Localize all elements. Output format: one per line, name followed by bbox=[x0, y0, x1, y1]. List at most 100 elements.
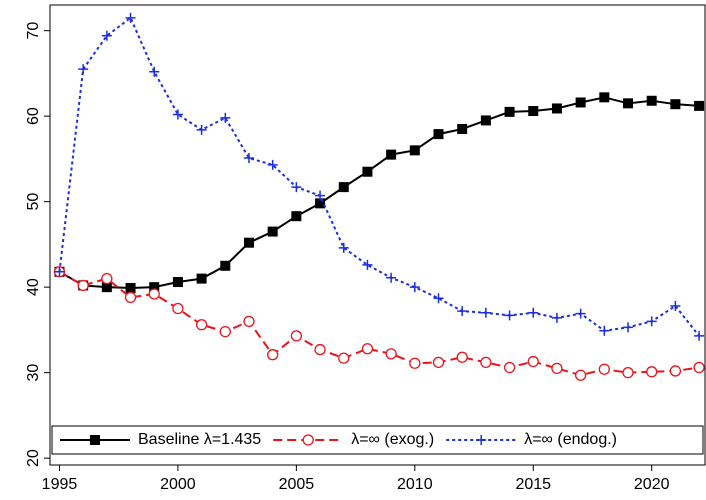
marker bbox=[599, 325, 610, 336]
marker bbox=[599, 92, 610, 103]
marker bbox=[476, 435, 487, 445]
marker bbox=[315, 190, 326, 201]
series-line bbox=[58, 16, 700, 337]
marker bbox=[338, 352, 350, 364]
marker bbox=[480, 356, 492, 369]
marker bbox=[219, 325, 231, 338]
marker bbox=[149, 66, 160, 77]
marker bbox=[551, 103, 562, 114]
legend: Baseline λ=1.435 λ=∞ (exog.) λ=∞ (endog.) bbox=[51, 425, 704, 455]
marker bbox=[646, 366, 658, 378]
plot-area bbox=[53, 12, 705, 381]
marker bbox=[693, 361, 705, 374]
marker bbox=[574, 369, 587, 381]
marker bbox=[409, 357, 421, 369]
marker bbox=[456, 351, 468, 363]
marker bbox=[291, 211, 302, 222]
marker bbox=[149, 282, 160, 293]
legend-label: λ=∞ (exog.) bbox=[351, 431, 434, 448]
x-tick-label: 2010 bbox=[397, 476, 433, 493]
marker bbox=[670, 99, 681, 110]
marker bbox=[457, 306, 468, 317]
marker bbox=[386, 272, 397, 283]
marker bbox=[290, 330, 303, 342]
marker bbox=[101, 282, 112, 293]
x-tick-label: 2000 bbox=[160, 476, 196, 493]
marker bbox=[551, 362, 563, 375]
marker bbox=[598, 363, 610, 375]
marker bbox=[125, 283, 136, 294]
marker bbox=[101, 30, 112, 41]
marker bbox=[338, 242, 349, 253]
marker bbox=[78, 64, 89, 75]
marker bbox=[623, 98, 634, 109]
marker bbox=[623, 322, 634, 333]
marker bbox=[125, 12, 136, 23]
marker bbox=[148, 288, 160, 300]
y-tick-label: 40 bbox=[25, 278, 42, 296]
marker bbox=[220, 112, 231, 123]
marker bbox=[315, 198, 326, 209]
marker bbox=[480, 307, 491, 318]
marker bbox=[433, 129, 444, 140]
marker bbox=[527, 355, 539, 368]
marker bbox=[433, 293, 444, 304]
marker bbox=[694, 330, 705, 341]
marker bbox=[90, 435, 100, 445]
marker bbox=[669, 365, 682, 377]
marker bbox=[172, 109, 183, 120]
marker bbox=[551, 312, 562, 323]
marker bbox=[196, 273, 207, 284]
marker bbox=[575, 308, 586, 319]
plot-frame bbox=[49, 4, 706, 466]
x-tick-label: 2020 bbox=[634, 476, 670, 493]
marker bbox=[386, 149, 397, 160]
marker bbox=[432, 356, 445, 369]
marker bbox=[77, 279, 89, 292]
marker bbox=[314, 343, 326, 356]
marker bbox=[54, 266, 65, 277]
marker bbox=[172, 302, 184, 315]
series-line bbox=[58, 270, 700, 377]
marker bbox=[503, 361, 516, 374]
y-tick-label: 70 bbox=[25, 22, 42, 40]
y-tick-label: 60 bbox=[25, 107, 42, 125]
marker bbox=[243, 153, 254, 164]
marker bbox=[267, 349, 279, 361]
marker bbox=[622, 367, 634, 379]
y-tick-label: 50 bbox=[25, 193, 42, 211]
marker bbox=[504, 106, 515, 117]
marker bbox=[409, 282, 420, 293]
y-tick-label: 20 bbox=[25, 449, 42, 467]
marker bbox=[646, 95, 657, 106]
marker bbox=[362, 259, 373, 270]
marker bbox=[267, 159, 278, 170]
legend-label: λ=∞ (endog.) bbox=[524, 431, 617, 448]
marker bbox=[385, 348, 397, 360]
x-tick-label: 1995 bbox=[42, 476, 78, 493]
x-tick-label: 2015 bbox=[515, 476, 551, 493]
x-tick-label: 2005 bbox=[279, 476, 315, 493]
marker bbox=[457, 123, 468, 134]
marker bbox=[302, 434, 314, 446]
marker bbox=[575, 97, 586, 108]
marker bbox=[528, 307, 539, 318]
marker bbox=[196, 124, 207, 135]
marker bbox=[409, 145, 420, 156]
marker bbox=[172, 277, 183, 288]
marker bbox=[243, 237, 254, 248]
marker bbox=[670, 300, 681, 311]
marker bbox=[338, 182, 349, 193]
y-tick-label: 30 bbox=[25, 364, 42, 382]
marker bbox=[528, 106, 539, 117]
marker bbox=[195, 319, 208, 331]
marker bbox=[220, 260, 231, 271]
marker bbox=[646, 316, 657, 327]
marker bbox=[504, 310, 515, 321]
marker bbox=[361, 343, 374, 355]
legend-label: Baseline λ=1.435 bbox=[138, 431, 261, 448]
marker bbox=[694, 100, 705, 111]
series-line bbox=[58, 96, 700, 290]
marker bbox=[291, 182, 302, 193]
